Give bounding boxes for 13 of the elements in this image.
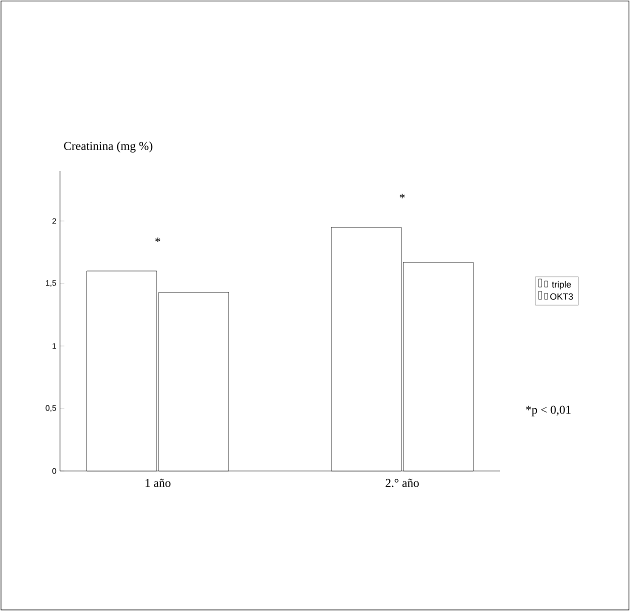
y-tick-label: 0 — [52, 468, 56, 474]
y-tick-label: 0,5 — [46, 405, 56, 412]
text: *p < 0,01 — [526, 406, 571, 416]
y-tick-label: 2 — [52, 218, 56, 224]
annotation: * — [155, 238, 160, 242]
x-tick-label: 1 año — [146, 478, 170, 487]
y-axis-title: Creatinina (mg %) — [64, 142, 152, 152]
legend-label: triple — [552, 281, 571, 290]
legend-label: OKT3 — [550, 293, 573, 300]
x-tick-label: 2.° año — [386, 478, 419, 488]
y-tick-label: 1 — [52, 343, 56, 349]
y-tick-label: 1,5 — [46, 280, 56, 287]
annotation: * — [400, 194, 405, 198]
